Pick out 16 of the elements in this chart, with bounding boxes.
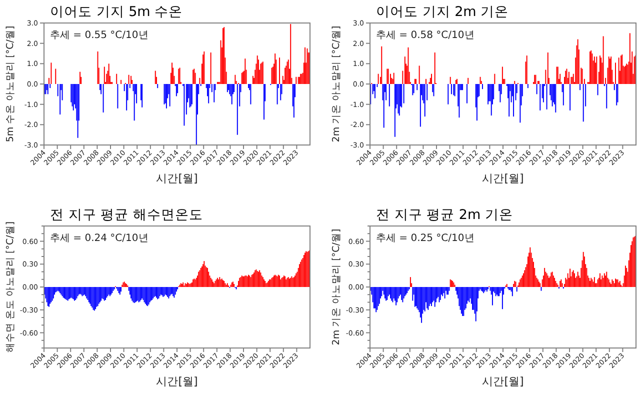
x-axis-title: 시간[월]	[482, 375, 524, 388]
y-axis-title: 2m 기온 아노말리 [°C/월]	[331, 26, 342, 142]
chart-title: 이어도 기지 5m 수온	[50, 4, 183, 20]
chart-title: 전 지구 평균 2m 기온	[376, 207, 513, 223]
annotation: 추세 = 0.24 °C/10년	[50, 233, 148, 244]
x-axis-title: 시간[월]	[156, 172, 198, 185]
annotation: 추세 = 0.25 °C/10년	[376, 233, 474, 244]
chart-title: 이어도 기지 2m 기온	[376, 4, 509, 20]
y-axis-title: 해수면 온도 아노말리 [°C/월]	[5, 221, 16, 353]
y-axis-title: 5m 수온 아노말리 [°C/월]	[5, 26, 16, 142]
annotation: 추세 = 0.58 °C/10년	[376, 30, 474, 41]
x-axis-title: 시간[월]	[482, 172, 524, 185]
chart-title: 전 지구 평균 해수면온도	[50, 207, 203, 223]
annotation: 추세 = 0.55 °C/10년	[50, 30, 148, 41]
x-axis-title: 시간[월]	[156, 375, 198, 388]
y-axis-title: 2m 기온 아노말리 [°C/월]	[331, 228, 342, 346]
